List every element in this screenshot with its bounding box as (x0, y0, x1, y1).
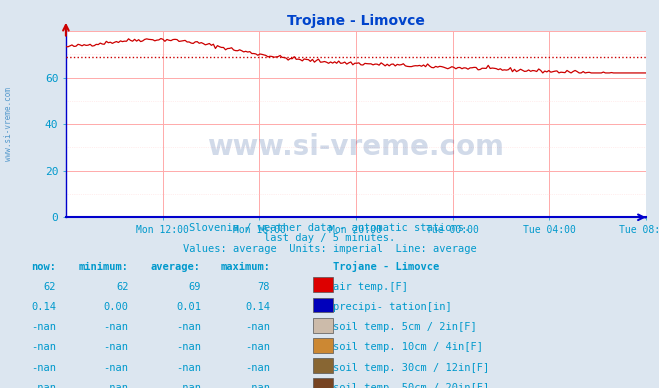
Text: -nan: -nan (245, 342, 270, 352)
Text: www.si-vreme.com: www.si-vreme.com (4, 87, 13, 161)
Text: 0.01: 0.01 (176, 302, 201, 312)
Text: -nan: -nan (245, 362, 270, 372)
Text: -nan: -nan (31, 383, 56, 388)
Text: Values: average  Units: imperial  Line: average: Values: average Units: imperial Line: av… (183, 244, 476, 254)
Text: now:: now: (31, 262, 56, 272)
Text: -nan: -nan (176, 362, 201, 372)
Text: 78: 78 (258, 282, 270, 292)
Text: 62: 62 (116, 282, 129, 292)
Text: last day / 5 minutes.: last day / 5 minutes. (264, 233, 395, 243)
Text: soil temp. 30cm / 12in[F]: soil temp. 30cm / 12in[F] (333, 362, 489, 372)
Text: -nan: -nan (245, 322, 270, 332)
Text: -nan: -nan (245, 383, 270, 388)
Text: www.si-vreme.com: www.si-vreme.com (208, 133, 504, 161)
Text: -nan: -nan (31, 362, 56, 372)
Text: -nan: -nan (103, 383, 129, 388)
Text: soil temp. 5cm / 2in[F]: soil temp. 5cm / 2in[F] (333, 322, 476, 332)
Text: 62: 62 (43, 282, 56, 292)
Text: soil temp. 50cm / 20in[F]: soil temp. 50cm / 20in[F] (333, 383, 489, 388)
Text: soil temp. 10cm / 4in[F]: soil temp. 10cm / 4in[F] (333, 342, 483, 352)
Text: 69: 69 (188, 282, 201, 292)
Text: -nan: -nan (31, 342, 56, 352)
Title: Trojane - Limovce: Trojane - Limovce (287, 14, 425, 28)
Text: precipi- tation[in]: precipi- tation[in] (333, 302, 451, 312)
Text: Trojane - Limovce: Trojane - Limovce (333, 261, 439, 272)
Text: air temp.[F]: air temp.[F] (333, 282, 408, 292)
Text: -nan: -nan (176, 383, 201, 388)
Text: Slovenia / weather data - automatic stations.: Slovenia / weather data - automatic stat… (189, 223, 470, 233)
Text: maximum:: maximum: (220, 262, 270, 272)
Text: -nan: -nan (103, 322, 129, 332)
Text: -nan: -nan (176, 322, 201, 332)
Text: -nan: -nan (103, 342, 129, 352)
Text: average:: average: (151, 262, 201, 272)
Text: minimum:: minimum: (78, 262, 129, 272)
Text: -nan: -nan (176, 342, 201, 352)
Text: -nan: -nan (103, 362, 129, 372)
Text: 0.14: 0.14 (245, 302, 270, 312)
Text: 0.00: 0.00 (103, 302, 129, 312)
Text: 0.14: 0.14 (31, 302, 56, 312)
Text: -nan: -nan (31, 322, 56, 332)
